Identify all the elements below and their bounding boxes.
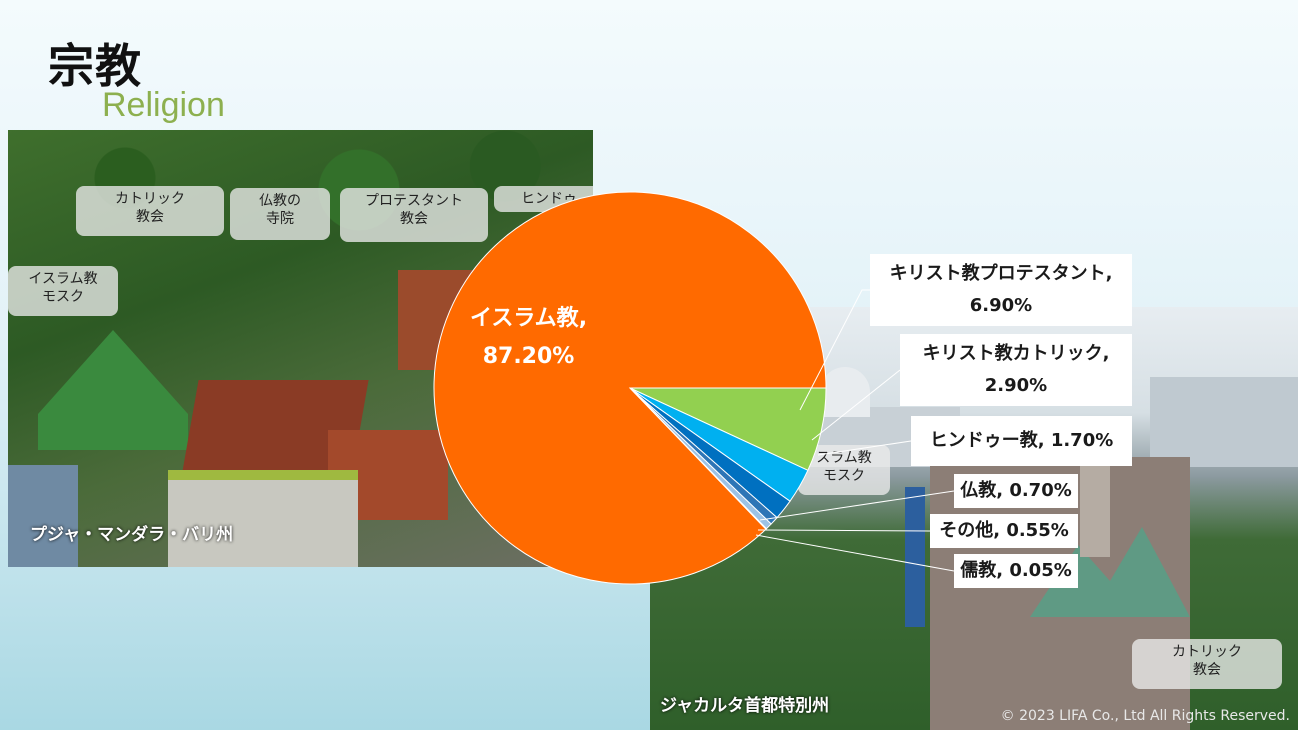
pie-slice-confucianism bbox=[629, 387, 768, 530]
pie-label-protestant-name: キリスト教プロテスタント, bbox=[889, 263, 1113, 284]
photo-label-text: プロテスタント 教会 bbox=[365, 193, 463, 227]
photo-label-protestant: プロテスタント 教会 bbox=[340, 188, 488, 242]
scaffold-shape bbox=[905, 487, 925, 627]
left-photo-caption: プジャ・マンダラ・バリ州 bbox=[30, 525, 234, 545]
pie-label-islam-value: 87.20% bbox=[482, 344, 575, 369]
dome-shape bbox=[820, 367, 870, 417]
pie-label-catholic-name: キリスト教カトリック, bbox=[922, 343, 1110, 364]
pie-label-name: イスラム教 bbox=[470, 306, 579, 331]
leader-line-confucianism bbox=[755, 534, 955, 572]
photo-label-text: カトリック 教会 bbox=[1172, 644, 1242, 678]
pie-label-catholic-value: 2.90% bbox=[984, 375, 1048, 396]
photo-label-text: スラム教 モスク bbox=[816, 450, 872, 484]
pie-label-name: キリスト教カトリック bbox=[922, 343, 1103, 364]
photo-label-text: カトリック 教会 bbox=[115, 191, 185, 225]
photo-label-catholic-right: カトリック 教会 bbox=[1132, 639, 1282, 689]
pie-label-islam: イスラム教, 87.20% bbox=[470, 300, 587, 376]
pie-label-protestant-value: 6.90% bbox=[969, 295, 1033, 316]
leader-line-protestant bbox=[799, 289, 870, 411]
spire-shape bbox=[1080, 457, 1110, 557]
photo-label-text: 仏教の 寺院 bbox=[259, 193, 301, 227]
photo-label-buddhist: 仏教の 寺院 bbox=[230, 188, 330, 240]
building-shape bbox=[168, 470, 358, 567]
photo-label-text: イスラム教 モスク bbox=[28, 271, 98, 305]
leader-line-hindu bbox=[817, 440, 912, 456]
city-skyline-shape bbox=[1150, 377, 1298, 467]
pie-label-catholic: キリスト教カトリック, 2.90% bbox=[900, 334, 1132, 406]
building-shape-2 bbox=[8, 465, 78, 567]
page-subtitle: Religion bbox=[102, 86, 225, 124]
right-photo-caption: ジャカルタ首都特別州 bbox=[660, 696, 830, 716]
pie-label-hindu: ヒンドゥー教, 1.70% bbox=[911, 416, 1132, 466]
pie-label-islam-text: イスラム教, bbox=[470, 306, 588, 331]
photo-label-mosque: イスラム教 モスク bbox=[8, 266, 118, 316]
copyright-notice: © 2023 LIFA Co., Ltd All Rights Reserved… bbox=[1000, 708, 1290, 724]
pie-label-protestant: キリスト教プロテスタント, 6.90% bbox=[870, 254, 1132, 326]
leader-line-other bbox=[757, 529, 931, 532]
pie-label-buddhism: 仏教, 0.70% bbox=[954, 474, 1078, 508]
pie-label-name: キリスト教プロテスタント bbox=[889, 263, 1106, 284]
leader-line-buddhism bbox=[759, 490, 955, 521]
photo-label-text: ヒンドゥ bbox=[521, 191, 577, 207]
pie-label-other: その他, 0.55% bbox=[930, 514, 1078, 548]
page-title: 宗教 bbox=[48, 39, 142, 93]
photo-label-catholic: カトリック 教会 bbox=[76, 186, 224, 236]
leader-line-catholic bbox=[811, 369, 901, 441]
pie-label-confucianism: 儒教, 0.05% bbox=[954, 554, 1078, 588]
